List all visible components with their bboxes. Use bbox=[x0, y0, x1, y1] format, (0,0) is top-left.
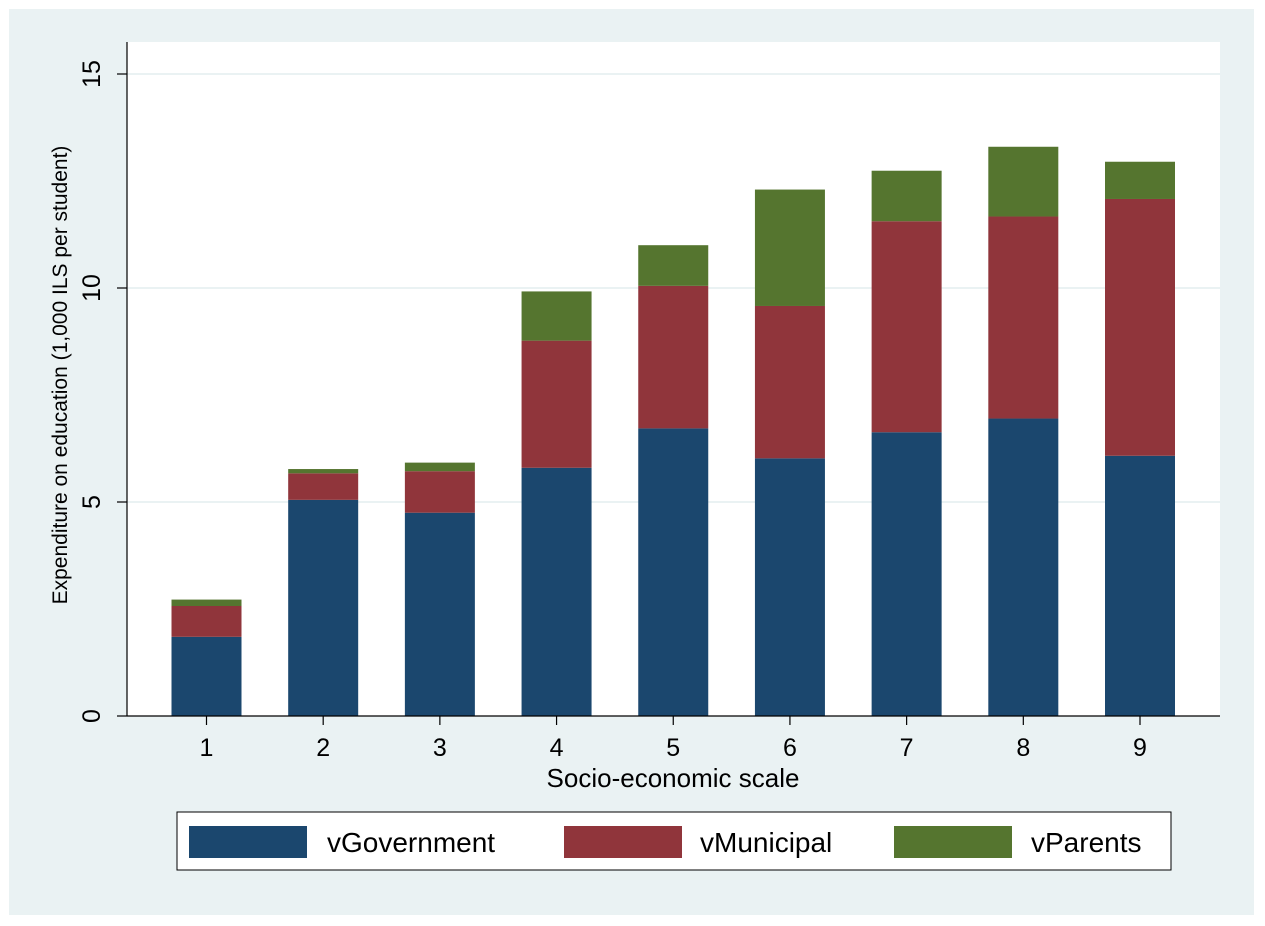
y-tick-label: 15 bbox=[78, 60, 106, 88]
x-axis-title: Socio-economic scale bbox=[547, 763, 800, 793]
x-tick-label: 8 bbox=[1016, 734, 1030, 762]
y-axis-title: Expenditure on education (1,000 ILS per … bbox=[49, 146, 72, 605]
bar-segment-vparents bbox=[404, 462, 475, 472]
bar-segment-vparents bbox=[171, 599, 242, 607]
legend-key-vmunicipal bbox=[564, 826, 682, 858]
bar-segment-vmunicipal bbox=[171, 606, 242, 637]
legend-label-vmunicipal: vMunicipal bbox=[700, 827, 832, 858]
bar-segment-vmunicipal bbox=[521, 340, 592, 468]
bar-segment-vparents bbox=[754, 189, 825, 306]
legend: vGovernment vMunicipal vParents bbox=[176, 811, 1172, 871]
bar-segment-vgovernment bbox=[171, 636, 242, 716]
x-tick-label: 6 bbox=[783, 734, 797, 762]
x-axis-ticks: 1 2 3 4 5 6 7 8 9 bbox=[200, 716, 1147, 762]
y-axis-ticks: 0 5 10 15 bbox=[78, 60, 127, 723]
legend-label-vparents: vParents bbox=[1031, 827, 1142, 858]
bar-segment-vgovernment bbox=[638, 428, 709, 716]
x-tick-label: 3 bbox=[433, 734, 447, 762]
y-tick-label: 10 bbox=[78, 274, 106, 302]
bar-segment-vgovernment bbox=[288, 499, 359, 716]
bar-segment-vgovernment bbox=[754, 458, 825, 716]
bar-segment-vgovernment bbox=[871, 432, 942, 716]
x-tick-label: 5 bbox=[666, 734, 680, 762]
x-tick-label: 7 bbox=[900, 734, 914, 762]
bar-segment-vparents bbox=[638, 245, 709, 286]
bars bbox=[171, 146, 1175, 716]
bar-segment-vparents bbox=[871, 170, 942, 222]
y-tick-label: 0 bbox=[78, 709, 106, 723]
bar-segment-vgovernment bbox=[404, 512, 475, 716]
bar-segment-vmunicipal bbox=[871, 221, 942, 433]
bar-segment-vparents bbox=[521, 291, 592, 341]
bar-segment-vparents bbox=[288, 469, 359, 474]
bar-segment-vmunicipal bbox=[288, 473, 359, 500]
bar-segment-vgovernment bbox=[1105, 455, 1175, 716]
y-tick-label: 5 bbox=[78, 495, 106, 509]
legend-label-vgovernment: vGovernment bbox=[327, 827, 495, 858]
bar-segment-vmunicipal bbox=[1105, 198, 1175, 456]
bar-segment-vparents bbox=[988, 146, 1059, 217]
x-tick-label: 2 bbox=[316, 734, 330, 762]
bar-segment-vmunicipal bbox=[754, 305, 825, 459]
bar-segment-vgovernment bbox=[988, 418, 1059, 716]
x-tick-label: 1 bbox=[200, 734, 214, 762]
x-tick-label: 9 bbox=[1133, 734, 1147, 762]
bar-segment-vmunicipal bbox=[638, 285, 709, 429]
bar-segment-vparents bbox=[1105, 161, 1175, 199]
legend-key-vparents bbox=[894, 826, 1012, 858]
bar-segment-vgovernment bbox=[521, 467, 592, 716]
x-tick-label: 4 bbox=[550, 734, 564, 762]
bar-segment-vmunicipal bbox=[988, 216, 1059, 419]
legend-key-vgovernment bbox=[189, 826, 307, 858]
bar-segment-vmunicipal bbox=[404, 471, 475, 513]
